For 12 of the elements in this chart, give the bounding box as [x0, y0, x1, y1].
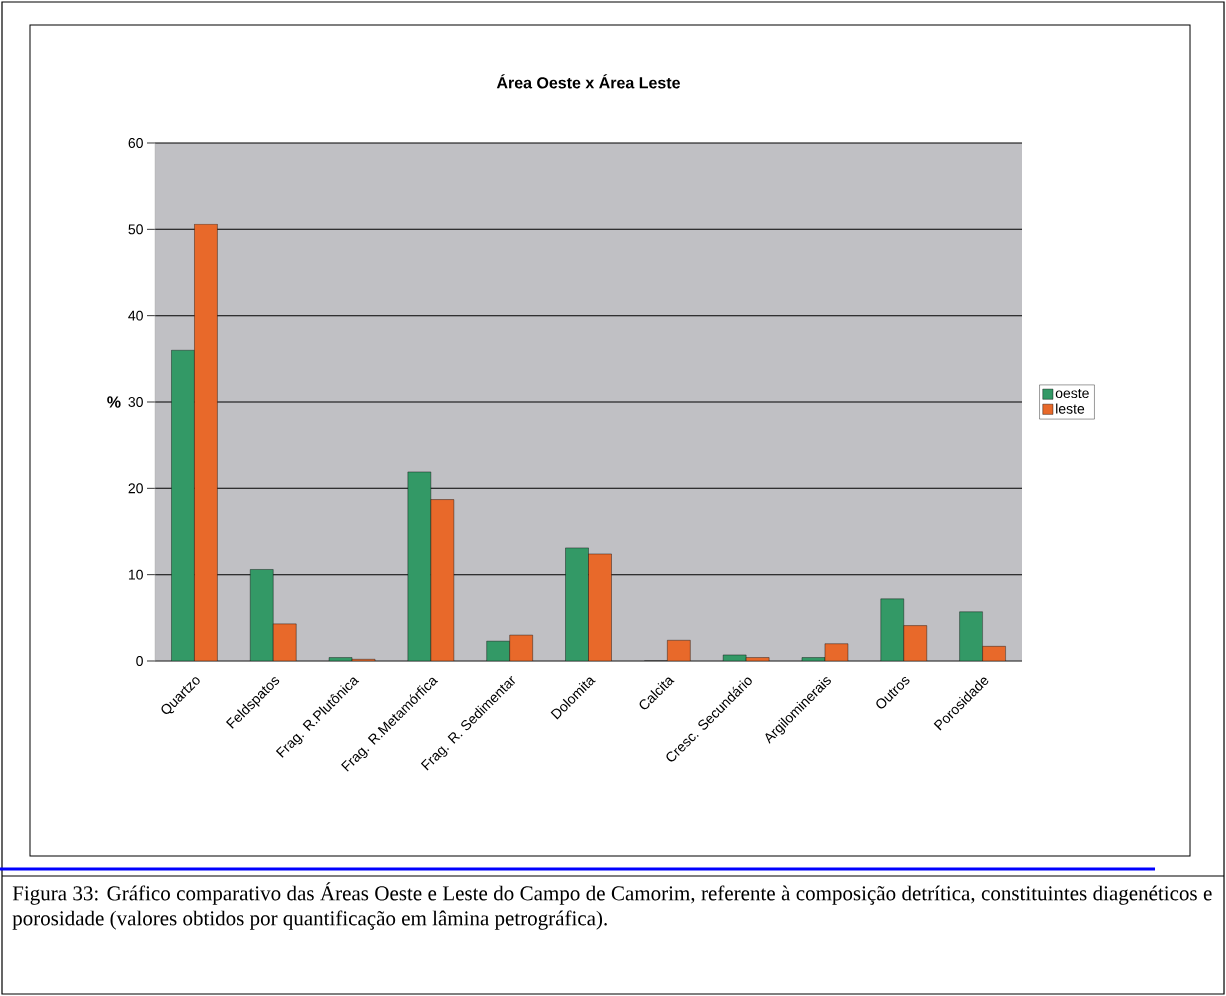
y-tick-label: 20 — [128, 483, 143, 494]
y-tick-label: 50 — [128, 224, 143, 235]
legend-label: oeste — [1055, 388, 1089, 399]
y-axis-title: % — [107, 396, 121, 408]
y-tick-label: 60 — [128, 138, 143, 148]
y-tick-label: 0 — [136, 656, 143, 666]
y-tick-label: 30 — [128, 397, 143, 407]
chart-title: Área Oeste x Área Leste — [496, 74, 680, 89]
legend-label: leste — [1056, 403, 1085, 414]
y-tick-label: 40 — [128, 310, 143, 321]
y-tick-label: 10 — [128, 569, 143, 580]
text: Figura 33: Gráfico comparativo das Áreas Oeste e Leste do Campo de Camorim, referente à composição detrítica, constituintes diagenéticos e porosidade (valores obtidos por quantificação em lâmina petrográfica). — [12, 882, 1212, 930]
